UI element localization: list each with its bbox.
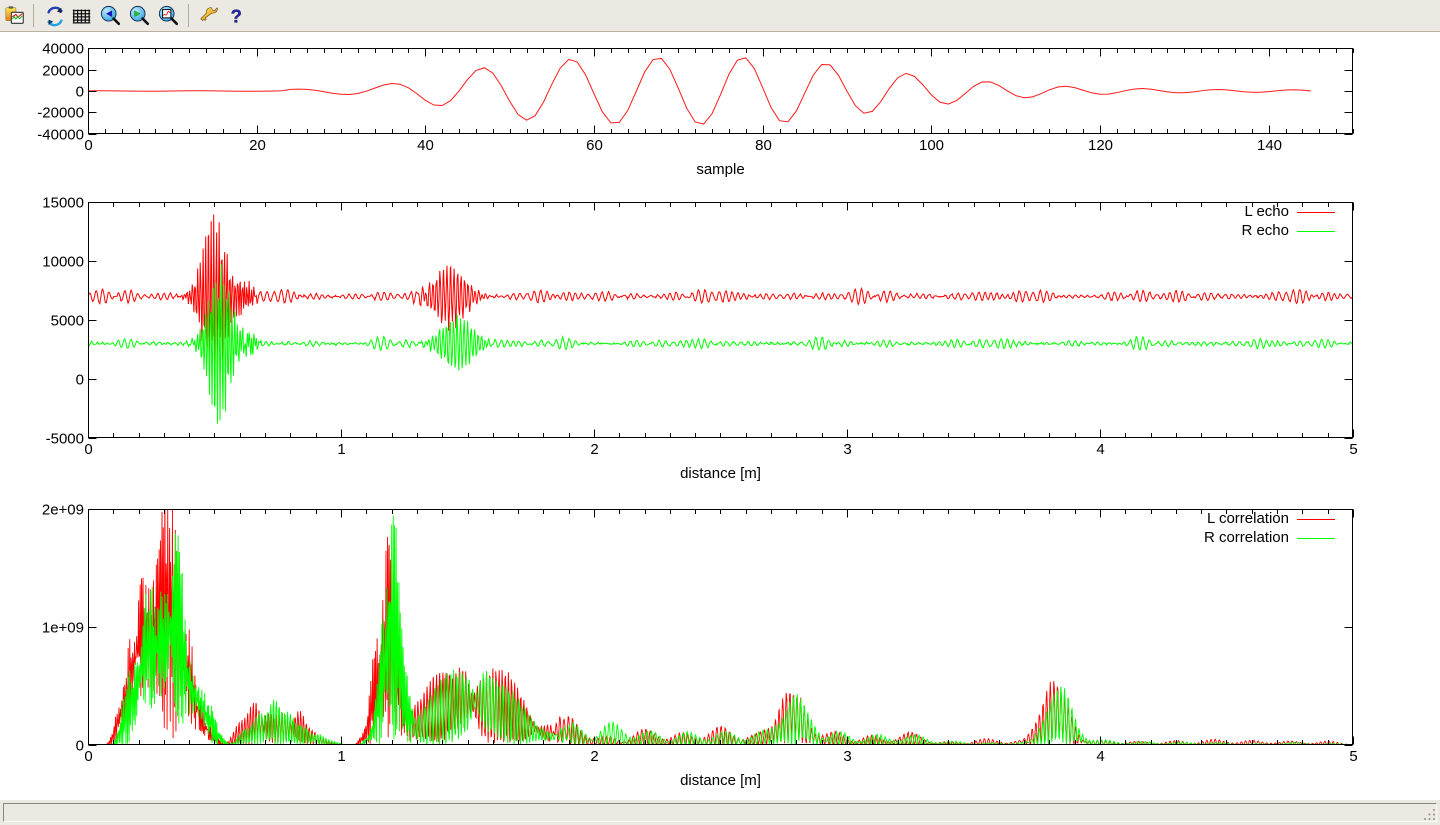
svg-text:?: ? <box>231 5 242 26</box>
